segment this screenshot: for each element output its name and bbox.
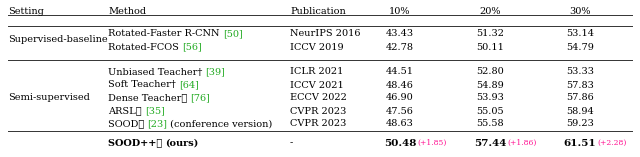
Text: 42.78: 42.78 (386, 43, 414, 51)
Text: 53.14: 53.14 (566, 30, 594, 38)
Text: [23]: [23] (147, 119, 168, 128)
Text: Dense Teacher★: Dense Teacher★ (108, 94, 190, 103)
Text: 54.89: 54.89 (476, 81, 504, 89)
Text: 50.48: 50.48 (384, 138, 416, 147)
Text: Publication: Publication (290, 8, 346, 16)
Text: 53.93: 53.93 (476, 94, 504, 103)
Text: 52.80: 52.80 (476, 68, 504, 76)
Text: 30%: 30% (569, 8, 591, 16)
Text: Semi-supervised: Semi-supervised (8, 92, 90, 101)
Text: 54.79: 54.79 (566, 43, 594, 51)
Text: [50]: [50] (223, 30, 243, 38)
Text: 55.58: 55.58 (476, 119, 504, 128)
Text: 58.94: 58.94 (566, 106, 594, 116)
Text: 48.46: 48.46 (386, 81, 414, 89)
Text: Method: Method (108, 8, 146, 16)
Text: 44.51: 44.51 (386, 68, 414, 76)
Text: SOOD++★: SOOD++★ (108, 138, 166, 147)
Text: ICLR 2021: ICLR 2021 (290, 68, 344, 76)
Text: Supervised-baseline: Supervised-baseline (8, 35, 108, 44)
Text: (+1.86): (+1.86) (507, 139, 536, 147)
Text: Rotated-FCOS: Rotated-FCOS (108, 43, 182, 51)
Text: (+1.85): (+1.85) (417, 139, 447, 147)
Text: 57.86: 57.86 (566, 94, 594, 103)
Text: [39]: [39] (205, 68, 225, 76)
Text: 51.32: 51.32 (476, 30, 504, 38)
Text: [35]: [35] (145, 106, 164, 116)
Text: (conference version): (conference version) (168, 119, 273, 128)
Text: ARSL★: ARSL★ (108, 106, 145, 116)
Text: 57.44: 57.44 (474, 138, 506, 147)
Text: Setting: Setting (8, 8, 44, 16)
Text: (+2.28): (+2.28) (597, 139, 627, 147)
Text: Unbiased Teacher†: Unbiased Teacher† (108, 68, 205, 76)
Text: ICCV 2021: ICCV 2021 (290, 81, 344, 89)
Text: [64]: [64] (179, 81, 199, 89)
Text: 50.11: 50.11 (476, 43, 504, 51)
Text: 20%: 20% (479, 8, 500, 16)
Text: CVPR 2023: CVPR 2023 (290, 106, 346, 116)
Text: Soft Teacher†: Soft Teacher† (108, 81, 179, 89)
Text: 46.90: 46.90 (386, 94, 414, 103)
Text: 59.23: 59.23 (566, 119, 594, 128)
Text: 53.33: 53.33 (566, 68, 594, 76)
Text: 47.56: 47.56 (386, 106, 414, 116)
Text: 61.51: 61.51 (564, 138, 596, 147)
Text: 57.83: 57.83 (566, 81, 594, 89)
Text: [76]: [76] (190, 94, 211, 103)
Text: NeurIPS 2016: NeurIPS 2016 (290, 30, 360, 38)
Text: CVPR 2023: CVPR 2023 (290, 119, 346, 128)
Text: [56]: [56] (182, 43, 202, 51)
Text: -: - (290, 138, 293, 147)
Text: 10%: 10% (389, 8, 411, 16)
Text: 43.43: 43.43 (386, 30, 414, 38)
Text: Rotated-Faster R-CNN: Rotated-Faster R-CNN (108, 30, 223, 38)
Text: SOOD★: SOOD★ (108, 119, 147, 128)
Text: ECCV 2022: ECCV 2022 (290, 94, 347, 103)
Text: 48.63: 48.63 (386, 119, 414, 128)
Text: 55.05: 55.05 (476, 106, 504, 116)
Text: ICCV 2019: ICCV 2019 (290, 43, 344, 51)
Text: (ours): (ours) (166, 138, 199, 147)
